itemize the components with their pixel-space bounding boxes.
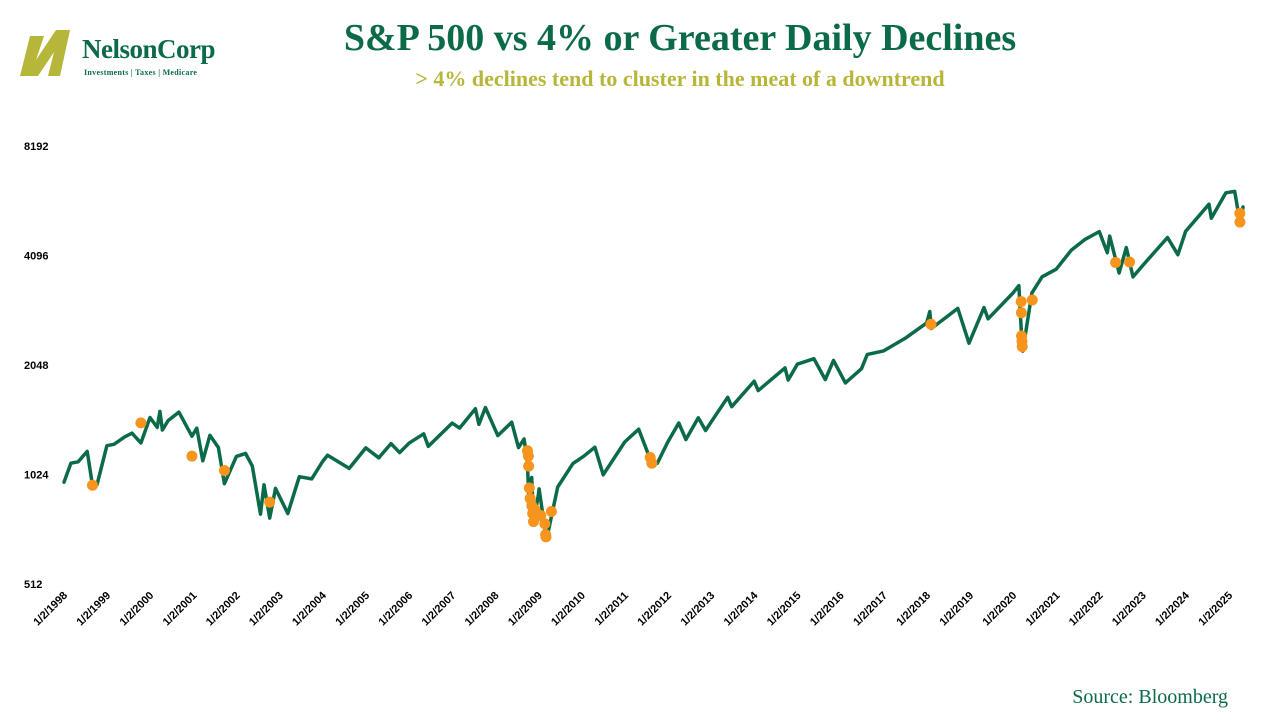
decline-point [527,516,539,528]
x-tick-label: 1/2/1999 [74,590,113,629]
x-tick-label: 1/2/2012 [635,590,674,629]
decline-point [1234,216,1246,228]
x-tick-label: 1/2/2006 [377,590,416,629]
decline-point [264,496,276,508]
decline-point [535,509,547,521]
x-tick-label: 1/2/2016 [808,590,847,629]
decline-point [186,450,198,462]
x-tick-label: 1/2/2023 [1110,590,1149,629]
chart-subtitle: > 4% declines tend to cluster in the mea… [415,66,945,91]
decline-point [218,465,230,477]
x-tick-label: 1/2/2009 [506,590,545,629]
nelsoncorp-logo: NelsonCorp Investments | Taxes | Medicar… [18,22,238,82]
decline-point [1234,207,1246,219]
x-tick-label: 1/2/2011 [593,590,631,628]
x-tick-label: 1/2/2014 [722,589,761,628]
decline-point [1026,294,1038,306]
x-tick-label: 1/2/2002 [204,590,243,629]
x-tick-label: 1/2/2025 [1196,590,1235,629]
y-tick-label: 2048 [24,360,48,372]
x-tick-label: 1/2/2018 [894,590,933,629]
sp500-line [62,189,1245,542]
decline-point [523,482,535,494]
x-tick-label: 1/2/2022 [1067,590,1106,629]
x-tick-label: 1/2/1998 [31,590,70,629]
x-tick-label: 1/2/2004 [290,589,329,628]
x-tick-label: 1/2/2024 [1153,589,1192,628]
x-tick-label: 1/2/2017 [851,590,890,629]
x-tick-label: 1/2/2003 [247,590,286,629]
x-tick-label: 1/2/2005 [333,590,372,629]
decline-point [135,417,147,429]
decline-point [646,457,658,469]
x-tick-label: 1/2/2015 [765,590,804,629]
y-tick-label: 512 [24,579,42,591]
y-tick-label: 8192 [24,141,48,153]
decline-point [1016,341,1028,353]
x-tick-label: 1/2/2020 [981,590,1020,629]
x-tick-label: 1/2/2000 [118,590,157,629]
decline-point [925,318,937,330]
decline-point [1015,307,1027,319]
logo-tagline: Investments | Taxes | Medicare [84,68,198,77]
decline-point [523,460,535,472]
x-tick-label: 1/2/2008 [463,590,502,629]
x-tick-label: 1/2/2021 [1024,590,1063,629]
decline-point [539,518,551,530]
x-tick-label: 1/2/2001 [161,590,200,629]
decline-point [1110,256,1122,268]
y-tick-label: 4096 [24,251,48,263]
x-tick-label: 1/2/2007 [420,590,459,629]
decline-point [522,450,534,462]
chart-title: S&P 500 vs 4% or Greater Daily Declines [343,17,1017,59]
source-label: Source: Bloomberg [1072,686,1228,708]
x-tick-label: 1/2/2013 [679,590,718,629]
y-tick-label: 1024 [24,470,49,482]
x-tick-label: 1/2/2019 [937,590,976,629]
decline-point [540,531,552,543]
decline-point [1015,296,1027,308]
nelsoncorp-n-mark-icon [20,30,70,76]
logo-name: NelsonCorp [82,34,216,64]
decline-point [545,506,557,518]
decline-point [1124,256,1136,268]
decline-point [86,479,98,491]
x-tick-label: 1/2/2010 [549,590,588,629]
